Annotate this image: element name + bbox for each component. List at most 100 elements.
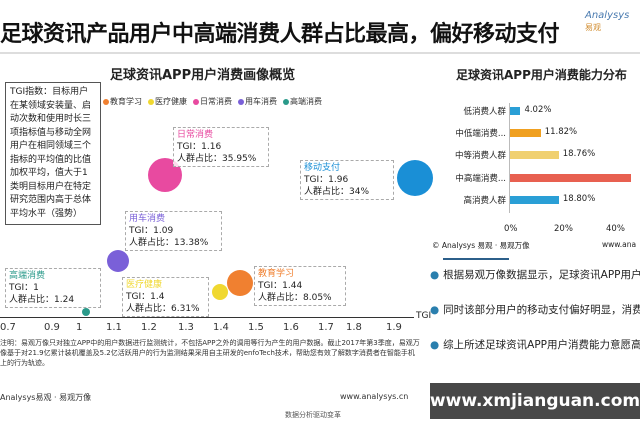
bullet-3: ●综上所述足球资讯APP用户消费能力意愿高。可针对该部分用户的偏好设计消费场景 <box>430 338 640 352</box>
bubble-chart-title: 足球资讯APP用户消费画像概览 <box>110 68 296 83</box>
bubble-4 <box>212 284 228 300</box>
bubble-name: 高端消费 <box>9 271 46 281</box>
tgi-note: TGI指数：目标用户在某领域安装量、启动次数和使用时长三项指标值与移动全网用户在… <box>5 82 101 225</box>
bubble-name: 日常消费 <box>177 130 214 140</box>
legend-dot-icon <box>148 98 154 105</box>
x-tick-label: 1.8 <box>346 322 362 333</box>
bullet-text: 综上所述足球资讯APP用户消费能力意愿高。可针对该部分用户的偏好设计消费场景 <box>443 339 640 351</box>
bubble-tgi: TGI：1.44 <box>258 281 303 291</box>
legend-item: 日常消费 <box>193 96 232 107</box>
legend-item: 医疗健康 <box>148 96 187 107</box>
bubble-1 <box>397 160 433 196</box>
bubble-share: 人群占比：34% <box>304 187 370 197</box>
legend-label: 用车消费 <box>245 97 277 106</box>
bullet-2: ●同时该部分用户的移动支付偏好明显，消费人群占比最高。 <box>430 303 640 317</box>
bar-category-label: 中高端消费... <box>455 174 506 184</box>
bullet-text: 同时该部分用户的移动支付偏好明显，消费人群占比最高。 <box>443 304 640 316</box>
legend-item: 教育学习 <box>103 96 142 107</box>
bubble-label-box: 日常消费 TGI：1.16 人群占比：35.95% <box>173 127 269 167</box>
bar-value-label: 4.02% <box>524 105 552 115</box>
divider <box>0 52 640 54</box>
x-axis-label: TGI <box>416 311 432 321</box>
bullet-dot-icon: ● <box>430 339 440 351</box>
bar-chart-title: 足球资讯APP用户消费能力分布 <box>456 68 627 82</box>
bubble-tgi: TGI：1.09 <box>129 226 174 236</box>
bubble-tgi: TGI：1.16 <box>177 142 222 152</box>
bar-category-label: 高消费人群 <box>463 196 506 206</box>
bubble-name: 移动支付 <box>304 163 341 173</box>
bar-footer-url: www.ana <box>602 240 637 249</box>
bubble-label-box: 用车消费 TGI：1.09 人群占比：13.38% <box>125 211 222 251</box>
bubble-name: 教育学习 <box>258 269 295 279</box>
bubble-label-box: 高端消费 TGI：1 人群占比：1.24 <box>5 268 101 308</box>
x-tick-label: 1.2 <box>141 322 157 333</box>
bubble-share: 人群占比：35.95% <box>177 154 257 164</box>
x-tick-label: 0.9 <box>44 322 60 333</box>
legend-dot-icon <box>193 98 199 105</box>
bubble-3 <box>82 308 90 316</box>
x-axis <box>0 317 414 318</box>
bar-category-label: 中等消费人群 <box>454 151 506 161</box>
analysys-logo: Analysys 易观 <box>585 10 629 34</box>
legend-item: 用车消费 <box>238 96 277 107</box>
legend-dot-icon <box>283 98 289 105</box>
legend-label: 日常消费 <box>200 97 232 106</box>
legend-label: 高端消费 <box>290 97 322 106</box>
footer-url: www.analysys.cn <box>340 392 409 401</box>
bubble-2 <box>107 250 129 272</box>
bubble-name: 医疗健康 <box>126 280 163 290</box>
bar <box>510 174 632 182</box>
bar <box>510 107 521 115</box>
bullet-dot-icon: ● <box>430 304 440 316</box>
bar-category-label: 低消费人群 <box>463 107 506 117</box>
footer-source: Analysys易观 · 易观万像 <box>0 393 92 402</box>
x-tick-label: 1 <box>76 322 83 333</box>
legend-label: 医疗健康 <box>155 97 187 106</box>
x-tick-label: 1.6 <box>283 322 299 333</box>
bar-footer-source: © Analysys 易观 · 易观万像 <box>432 241 530 250</box>
logo-subtext: 易观 <box>585 23 601 32</box>
bar <box>510 129 541 137</box>
legend-dot-icon <box>103 98 109 105</box>
bullet-dot-icon: ● <box>430 269 440 281</box>
x-tick-label: 0.7 <box>0 322 16 333</box>
bubble-share: 人群占比：6.31% <box>126 304 200 314</box>
page-title: 足球资讯产品用户中高端消费人群占比最高，偏好移动支付 <box>0 22 560 47</box>
x-tick-label: 1.4 <box>213 322 229 333</box>
bar <box>510 151 559 159</box>
bubble-tgi: TGI：1.96 <box>304 175 349 185</box>
bubble-label-box: 移动支付 TGI：1.96 人群占比：34% <box>300 160 394 200</box>
bubble-label-box: 教育学习 TGI：1.44 人群占比：8.05% <box>254 266 346 306</box>
x-tick-label: 1.9 <box>386 322 402 333</box>
bubble-5 <box>227 270 253 296</box>
bar-value-label: 18.76% <box>562 149 596 159</box>
bubble-label-box: 医疗健康 TGI：1.4 人群占比：6.31% <box>122 277 209 317</box>
x-tick-label: 1.3 <box>178 322 194 333</box>
x-tick-label: 1.1 <box>106 322 122 333</box>
bar-value-label: 18.80% <box>562 194 596 204</box>
bubble-share: 人群占比：1.24 <box>9 295 75 305</box>
legend-dot-icon <box>238 98 244 105</box>
bar-x-tick: 20% <box>554 224 573 234</box>
x-tick-label: 1.5 <box>248 322 264 333</box>
bar-axis <box>509 103 510 213</box>
divider <box>443 258 509 260</box>
footer-slogan: 数据分析驱动变革 <box>285 411 341 419</box>
legend-item: 高端消费 <box>283 96 322 107</box>
bubble-share: 人群占比：13.38% <box>129 238 209 248</box>
bar-value-label: 11.82% <box>544 127 578 137</box>
legend-label: 教育学习 <box>110 97 142 106</box>
logo-text: Analysys <box>585 10 630 21</box>
bubble-tgi: TGI：1.4 <box>126 292 165 302</box>
bubble-share: 人群占比：8.05% <box>258 293 332 303</box>
bullet-1: ●根据易观万像数据显示，足球资讯APP用户更多集中在中高消费人群上。该部分用户购… <box>430 268 640 282</box>
x-tick-label: 1.7 <box>318 322 334 333</box>
watermark-banner: www.xmjianguan.com <box>430 383 640 419</box>
bubble-name: 用车消费 <box>129 214 166 224</box>
bar <box>510 196 559 204</box>
bubble-tgi: TGI：1 <box>9 283 39 293</box>
bullet-text: 根据易观万像数据显示，足球资讯APP用户更多集中在中高消费人群上。该部分用户购买… <box>443 269 640 281</box>
bar-x-tick: 40% <box>606 224 625 234</box>
data-note: 注明：易观万像只对独立APP中的用户数据进行监测统计，不包括APP之外的调用等行… <box>0 339 420 367</box>
bar-category-label: 中低端消费... <box>455 129 506 139</box>
